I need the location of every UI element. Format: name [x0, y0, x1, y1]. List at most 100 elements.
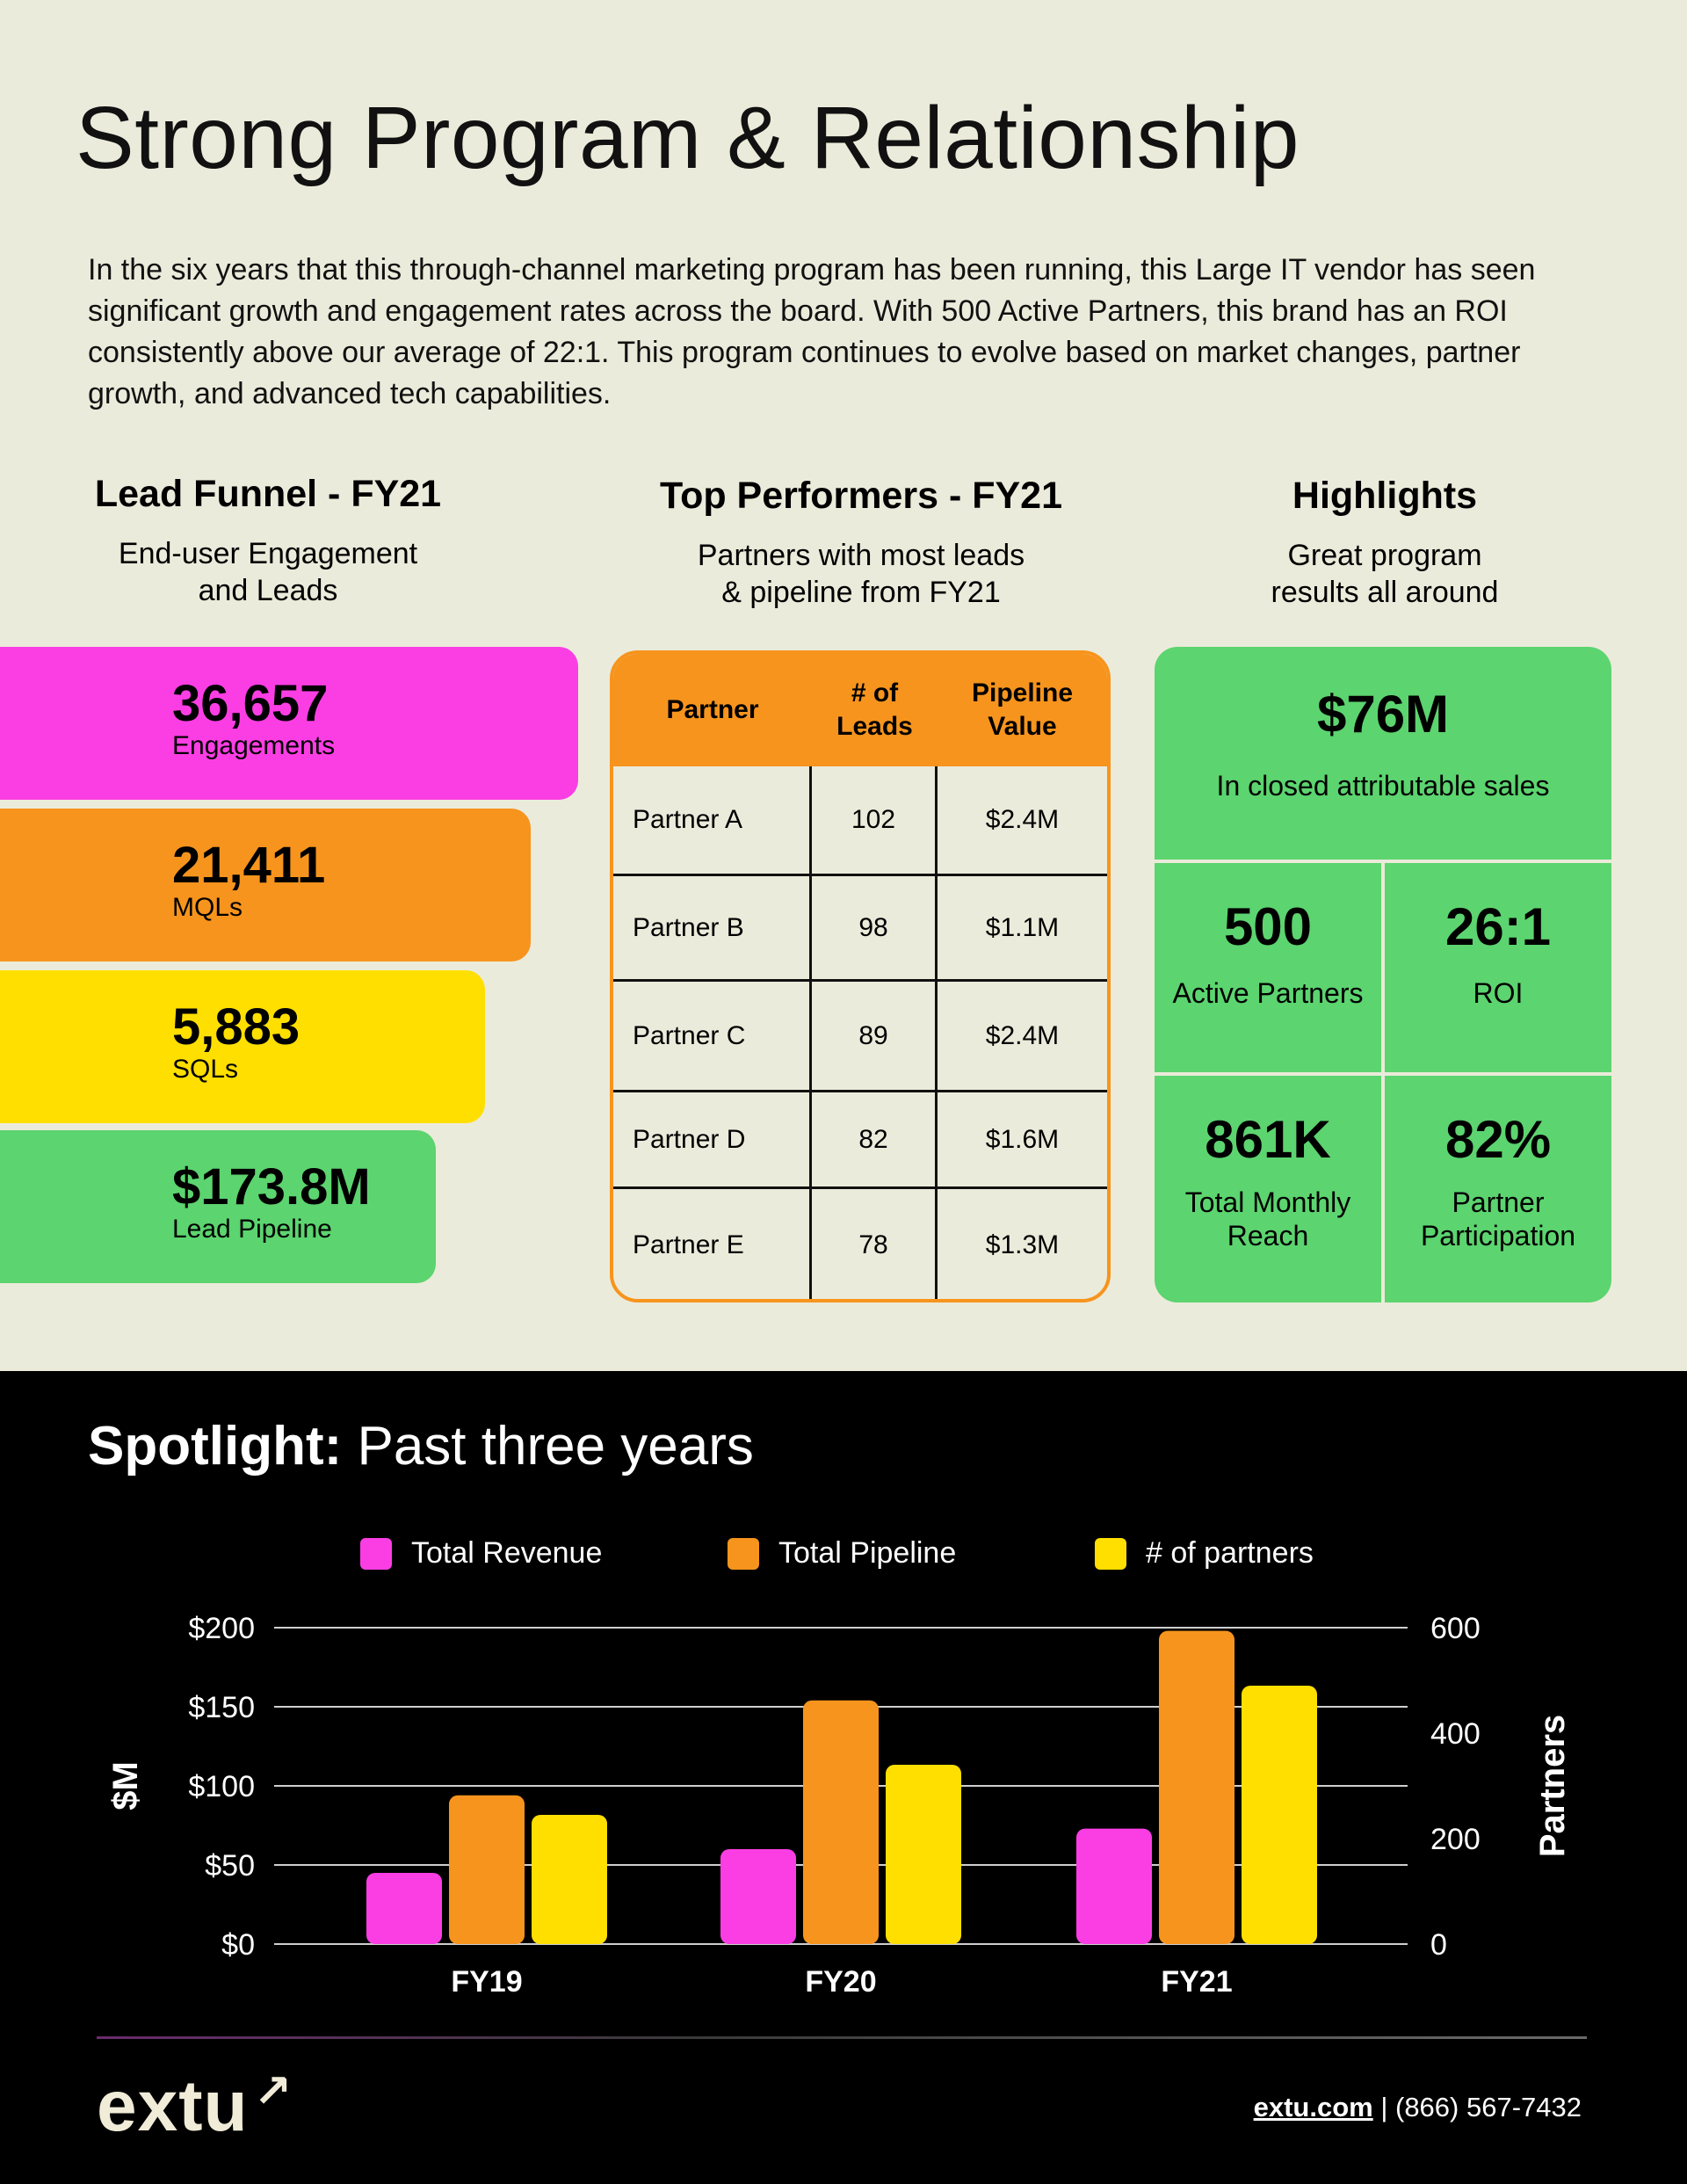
table-row: Partner D 82 $1.6M	[613, 1090, 1107, 1186]
y2-tick-label: 600	[1430, 1612, 1481, 1645]
highlight-value: $76M	[1316, 685, 1450, 744]
spotlight-bold: Spotlight:	[88, 1416, 343, 1477]
table-header-row: Partner # of Leads Pipeline Value	[613, 654, 1107, 766]
legend-swatch	[728, 1537, 759, 1570]
page-title: Strong Program & Relationship	[76, 89, 1300, 187]
table-cell-partner: Partner A	[613, 766, 812, 874]
table-cell-leads: 98	[812, 876, 938, 979]
bar	[1242, 1686, 1317, 1944]
legend-swatch	[1095, 1537, 1126, 1570]
table-row: Partner E 78 $1.3M	[613, 1186, 1107, 1299]
performers-header: Top Performers - FY21 Partners with most…	[633, 475, 1090, 611]
highlights-heading: Highlights	[1292, 475, 1478, 517]
funnel-subheading: End-user Engagement and Leads	[118, 537, 418, 607]
website-link[interactable]: extu.com	[1253, 2092, 1373, 2122]
spotlight-chart: $0 $50 $100 $150 $200 0 200 400 600 $M Partners FY1…	[106, 1612, 1572, 1999]
highlight-label: In closed attributable sales	[1216, 770, 1550, 802]
highlights-header: Highlights Great program results all aro…	[1209, 475, 1560, 611]
table-cell-partner: Partner B	[613, 876, 812, 979]
footer-contact: extu.com | (866) 567-7432	[1254, 2092, 1582, 2123]
funnel-header: Lead Funnel - FY21 End-user Engagement a…	[62, 473, 474, 609]
bar	[1159, 1630, 1234, 1944]
funnel-label: Lead Pipeline	[172, 1215, 332, 1244]
funnel-label: Engagements	[172, 731, 336, 760]
funnel-value: $173.8M	[172, 1158, 371, 1215]
table-cell-pipeline: $2.4M	[985, 805, 1060, 834]
legend-item-pipeline: Total Pipeline	[728, 1536, 956, 1571]
y-tick-label: $100	[188, 1770, 255, 1803]
funnel-value: 21,411	[172, 837, 326, 894]
funnel-bar-pipeline: $173.8M Lead Pipeline	[0, 1130, 436, 1283]
x-tick-label: FY19	[451, 1965, 522, 1999]
legend-label: # of partners	[1146, 1536, 1314, 1570]
table-cell-pipeline: $2.4M	[985, 1020, 1060, 1050]
table-cell-partner: Partner C	[613, 982, 812, 1090]
bar	[803, 1700, 879, 1944]
legend-swatch	[360, 1537, 392, 1570]
funnel-value: 36,657	[172, 675, 329, 732]
highlight-closed-sales: $76M In closed attributable sales	[1155, 684, 1611, 802]
bar	[1076, 1828, 1152, 1944]
highlight-value: 861K	[1205, 1110, 1331, 1169]
y-axis-title: $M	[106, 1761, 145, 1810]
x-tick-label: FY21	[1161, 1965, 1232, 1999]
performers-heading: Top Performers - FY21	[660, 475, 1062, 517]
table-cell-partner: Partner E	[613, 1189, 812, 1299]
bar	[366, 1873, 442, 1944]
arrow-up-right-icon: ↗	[253, 2066, 293, 2117]
highlight-divider	[1381, 861, 1385, 1302]
table-cell-pipeline: $1.6M	[985, 1124, 1060, 1154]
spotlight-heading: Spotlight: Past three years	[88, 1415, 754, 1477]
bar	[720, 1849, 796, 1944]
legend-label: Total Revenue	[411, 1536, 603, 1570]
y-tick-label: $150	[188, 1691, 255, 1724]
table-header-pipeline: Pipeline Value	[971, 678, 1074, 741]
footer-divider	[97, 2036, 1587, 2039]
spotlight-rest: Past three years	[342, 1416, 754, 1477]
highlight-label: Partner Participation	[1420, 1186, 1576, 1252]
highlight-label: Total Monthly Reach	[1184, 1186, 1351, 1252]
highlight-label: Active Partners	[1172, 977, 1364, 1009]
y2-axis-title: Partners	[1533, 1715, 1572, 1857]
table-cell-leads: 82	[812, 1092, 938, 1186]
bar	[886, 1765, 961, 1944]
table-cell-leads: 102	[812, 766, 938, 874]
table-header-leads: # of Leads	[836, 678, 913, 741]
intro-paragraph: In the six years that this through-chann…	[88, 253, 1536, 410]
spotlight-section: Spotlight: Past three years Total Revenu…	[0, 1371, 1687, 2184]
highlight-roi: 26:1 ROI	[1385, 896, 1611, 1010]
y2-tick-label: 400	[1430, 1717, 1481, 1751]
table-cell-leads: 89	[812, 982, 938, 1090]
highlights-panel: $76M In closed attributable sales 500 Ac…	[1155, 647, 1611, 1302]
y2-tick-label: 200	[1430, 1823, 1481, 1856]
logo-text: extu	[97, 2066, 249, 2146]
highlights-subheading: Great program results all around	[1271, 539, 1499, 609]
bar	[532, 1815, 607, 1944]
table-header-partner: Partner	[666, 695, 759, 724]
funnel-label: SQLs	[172, 1055, 239, 1084]
legend-item-revenue: Total Revenue	[360, 1536, 602, 1571]
funnel-bar-mqls: 21,411 MQLs	[0, 809, 531, 961]
table-cell-pipeline: $1.1M	[985, 912, 1060, 942]
table-cell-pipeline: $1.3M	[985, 1230, 1060, 1259]
table-cell-partner: Partner D	[613, 1092, 812, 1186]
highlight-value: 500	[1223, 897, 1313, 956]
funnel-label: MQLs	[172, 893, 243, 922]
performers-subheading: Partners with most leads & pipeline from…	[697, 539, 1025, 609]
highlight-monthly-reach: 861K Total Monthly Reach	[1155, 1109, 1381, 1252]
y2-tick-label: 0	[1430, 1928, 1447, 1962]
table-row: Partner C 89 $2.4M	[613, 979, 1107, 1090]
performers-table: Partner # of Leads Pipeline Value Partne…	[610, 650, 1111, 1302]
highlight-value: 26:1	[1444, 897, 1552, 956]
funnel-value: 5,883	[172, 998, 300, 1056]
y-tick-label: $200	[188, 1612, 255, 1645]
highlight-label: ROI	[1473, 977, 1524, 1009]
legend-item-partners: # of partners	[1095, 1536, 1314, 1571]
bar	[449, 1795, 525, 1944]
highlight-active-partners: 500 Active Partners	[1155, 896, 1381, 1010]
phone-number: | (866) 567-7432	[1372, 2092, 1582, 2122]
funnel-bar-sqls: 5,883 SQLs	[0, 970, 485, 1123]
x-tick-label: FY20	[805, 1965, 876, 1999]
table-cell-leads: 78	[812, 1189, 938, 1299]
extu-logo: extu ↗	[97, 2065, 293, 2148]
